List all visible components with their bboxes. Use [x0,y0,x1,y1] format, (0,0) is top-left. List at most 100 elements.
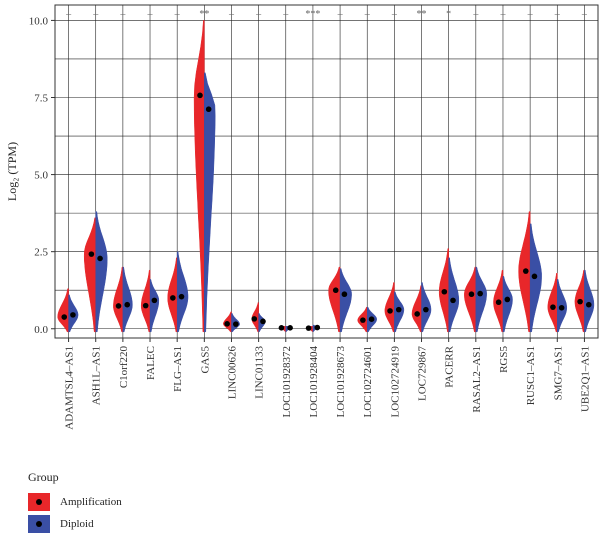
median-point-diploid [395,306,402,313]
x-tick-label: FALEC [145,346,157,380]
median-point-diploid [314,324,321,331]
median-point-diploid [178,293,185,300]
median-point-diploid [287,325,293,331]
median-point-amplification [441,288,448,295]
x-tick-label: LOC729867 [417,346,429,402]
median-point-amplification [251,316,258,322]
y-tick-label: 2.5 [34,247,48,259]
median-point-diploid [504,296,511,303]
x-tick-label: ADAMTSL4–AS1 [64,346,76,430]
significance-label: – [119,9,126,20]
violin-diploid [448,257,460,333]
violin-amplification [328,266,341,333]
median-point-amplification [115,303,122,309]
x-tick-label: SMG7–AS1 [552,346,564,400]
significance-label: *** [305,9,320,20]
violin-amplification [113,266,124,333]
violin-amplification [57,288,69,333]
median-point-amplification [360,317,366,323]
x-tick-label: LOC102724601 [362,346,374,418]
violin-amplification [384,282,395,333]
significance-label: – [499,9,506,20]
significance-label: – [554,9,561,20]
y-tick-label: 5.0 [34,170,48,182]
median-point-diploid [558,304,565,311]
y-tick-label: 10.0 [29,15,49,27]
x-tick-label: ASH1L–AS1 [91,346,103,405]
significance-label: – [255,9,262,20]
median-point-amplification [495,299,502,306]
median-point-amplification [305,325,312,331]
x-tick-label: RASAL2–AS1 [471,346,483,413]
median-point-amplification [468,291,475,298]
violin-diploid [204,72,216,333]
y-axis-label: Log₂ (TPM) [5,142,19,201]
violin-diploid [122,266,133,333]
significance-label: * [446,9,451,20]
median-point-diploid [97,255,103,262]
violin-diploid [475,266,487,333]
median-point-amplification [522,268,529,274]
median-point-amplification [550,304,556,310]
median-point-amplification [88,251,95,257]
significance-label: – [391,9,398,20]
median-point-diploid [124,301,131,308]
legend: Group Amplification Diploid [28,470,228,535]
x-tick-label: FLG–AS1 [172,346,184,392]
median-point-amplification [197,92,203,99]
x-tick-label: RUSC1–AS1 [525,346,537,405]
median-point-diploid [341,291,348,298]
significance-label: – [174,9,181,20]
significance-label: ** [199,9,209,20]
x-tick-label: LOC101928404 [308,346,320,418]
violin-amplification [547,272,558,333]
legend-label-amplification: Amplification [60,496,122,508]
violin-diploid [502,276,513,333]
violin-amplification [411,285,422,333]
median-point-diploid [151,297,158,304]
y-tick-label: 7.5 [34,93,48,105]
significance-label: – [364,9,371,20]
y-tick-label: 0.0 [34,324,48,336]
significance-label: – [581,9,588,20]
violin-amplification [464,266,477,333]
median-point-amplification [414,311,420,317]
violin-amplification [83,217,96,333]
median-point-diploid [477,290,483,297]
significance-label: – [228,9,235,20]
median-point-diploid [70,312,76,318]
median-point-amplification [170,295,176,301]
violin-diploid [176,251,189,333]
median-point-diploid [233,321,239,327]
violins [57,20,595,333]
x-tick-label: RGS5 [498,346,510,373]
violin-diploid [149,279,160,333]
violin-amplification [140,269,151,333]
violin-diploid [584,269,595,333]
x-tick-label: LINC00626 [226,346,238,400]
median-point-diploid [450,297,456,304]
median-point-amplification [332,287,339,294]
x-tick-label: LOC101928372 [281,346,293,418]
y-axis: 0.0 2.5 5.0 7.5 10.0 [29,15,55,336]
significance-label: – [65,9,72,20]
median-point-amplification [278,325,285,331]
significance-label: – [527,9,534,20]
legend-label-diploid: Diploid [60,518,94,530]
median-point-diploid [260,318,266,325]
legend-title: Group [28,470,59,484]
median-point-amplification [61,314,68,320]
significance-label: – [147,9,154,20]
median-point-amplification [577,298,583,305]
legend-item-diploid: Diploid [28,513,228,535]
violin-diploid [95,211,108,333]
significance-label: – [282,9,289,20]
significance-label: ** [417,9,427,20]
violin-amplification [193,20,205,333]
median-point-amplification [224,321,230,327]
median-point-diploid [585,301,592,308]
x-tick-label: C1orf220 [118,346,130,389]
median-point-diploid [423,306,429,313]
violin-diploid [339,268,352,333]
